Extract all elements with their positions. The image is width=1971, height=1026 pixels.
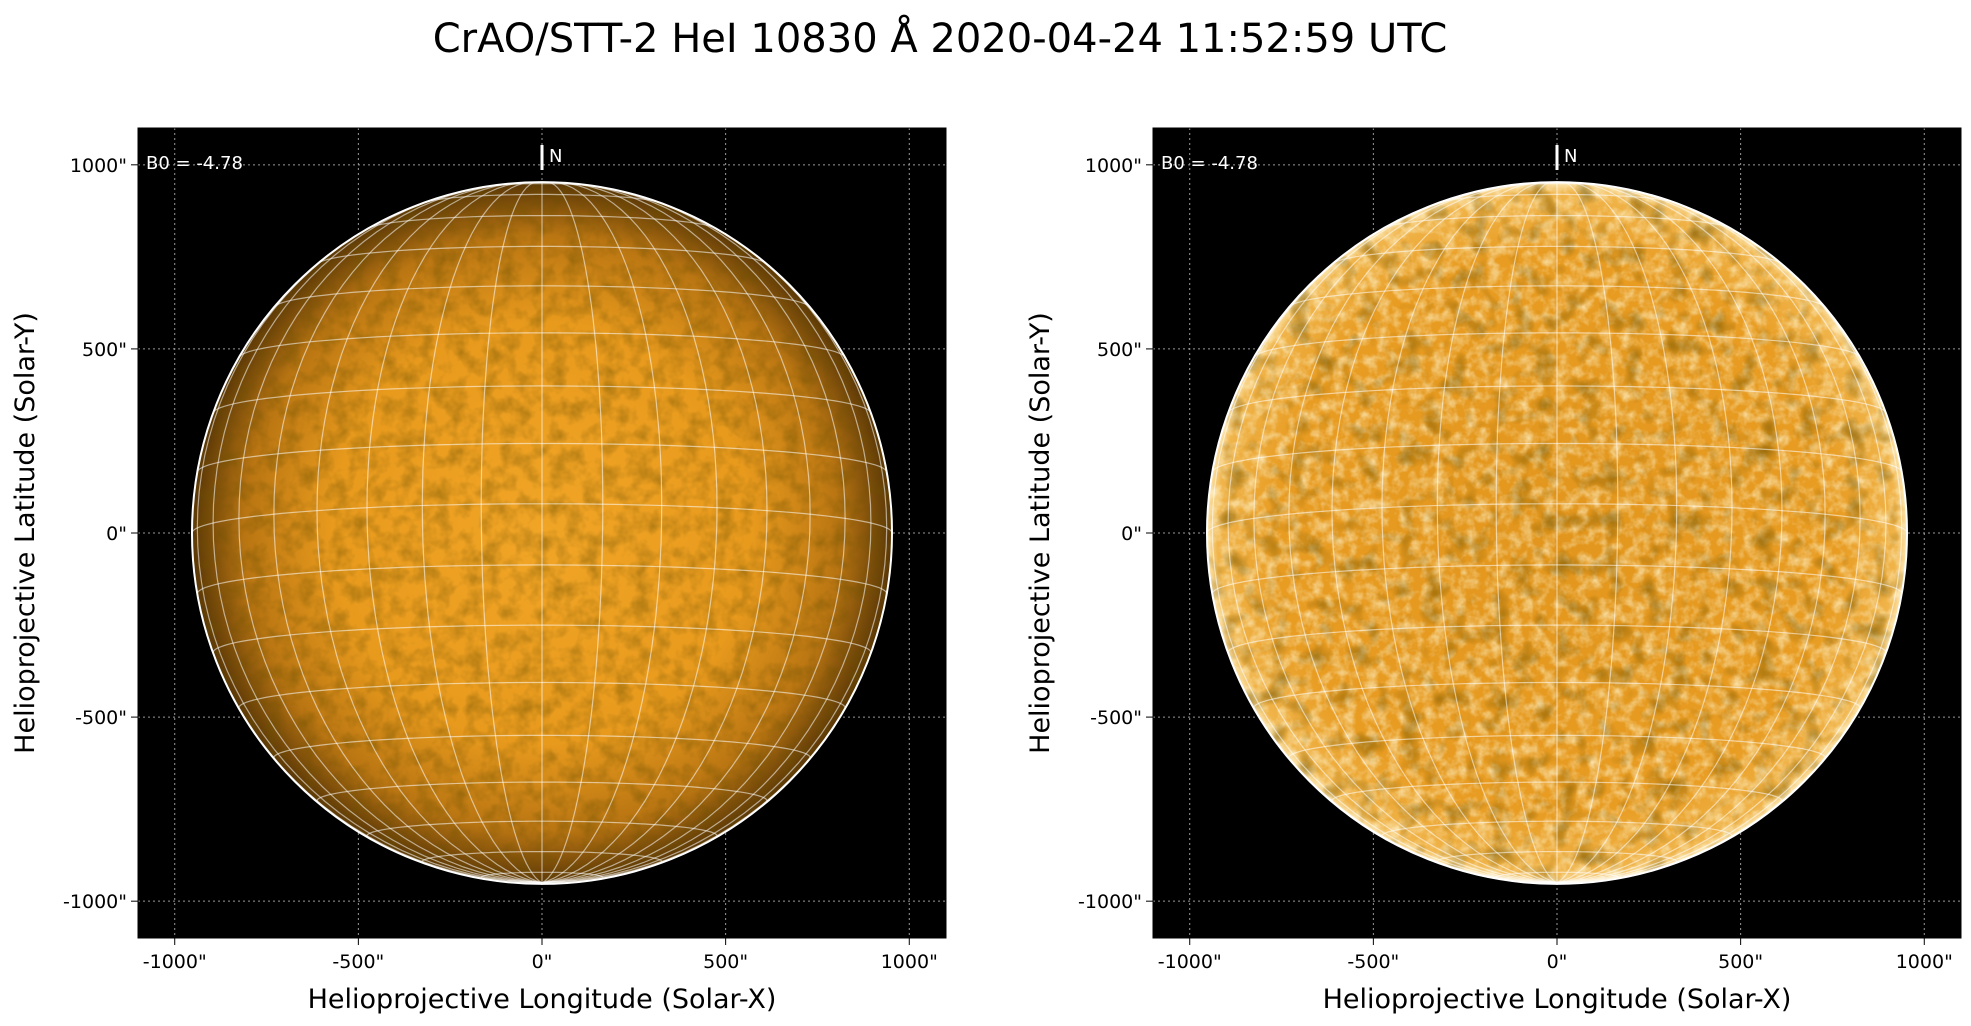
panel-right-y-tick-label-1: 500"	[1097, 339, 1142, 361]
panel-left-longitude-line	[238, 187, 543, 884]
panel-left-x-axis-label: Helioprojective Longitude (Solar-X)	[308, 984, 777, 1015]
panel-right-north-label: N	[1564, 146, 1577, 167]
panel-left-x-tick-label-3: 500"	[703, 951, 748, 973]
panel-right-y-tick-label-4: -1000"	[1078, 891, 1142, 913]
panel-left-longitude-line	[541, 184, 811, 884]
panel-right-longitude-line	[1556, 192, 1887, 884]
panel-left-y-tick-label-1: 500"	[82, 339, 127, 361]
panel-left-longitude-line	[541, 183, 768, 884]
panel-right-longitude-line	[1556, 181, 1678, 884]
panel-right-longitude-line	[1556, 184, 1826, 884]
panel-right-longitude-line	[1556, 183, 1783, 884]
panel-left-longitude-line	[541, 181, 663, 884]
panel-left-plot-area: N B0 = -4.78	[138, 128, 946, 938]
panel-left-limb	[190, 181, 894, 885]
panel-right-longitude-line	[1556, 182, 1733, 884]
panel-right-longitude-line	[1288, 184, 1558, 884]
panel-right-x-axis-label: Helioprojective Longitude (Solar-X)	[1323, 984, 1792, 1015]
panel-right-limb	[1205, 181, 1909, 885]
panel-left-longitude-line	[541, 218, 888, 884]
panel-right-longitude-line	[1556, 187, 1861, 884]
panel-left-longitude-line	[480, 181, 543, 884]
panel-left-longitude-line	[366, 182, 543, 884]
panel-right-x-tick-label-3: 500"	[1718, 951, 1763, 973]
panel-right-y-tick-label-0: 1000"	[1085, 155, 1142, 177]
panel-right-heliographic-grid	[1206, 181, 1908, 884]
panel-left-b0-label: B0 = -4.78	[146, 153, 243, 174]
panel-right-longitude-line	[1436, 181, 1558, 884]
panel-left-longitude-line	[541, 192, 872, 884]
panel-right-longitude-line	[1227, 192, 1558, 884]
panel-right-longitude-line	[1381, 182, 1558, 884]
panel-left-x-tick-label-2: 0"	[532, 951, 553, 973]
panel-right-plot-area: N B0 = -4.78	[1153, 128, 1961, 938]
panel-left-y-tick-label-3: -500"	[75, 707, 127, 729]
panel-left-longitude-line	[541, 181, 604, 884]
panel-left-y-tick-label-0: 1000"	[70, 155, 127, 177]
panel-left-longitude-line	[273, 184, 543, 884]
panel-left-longitude-line	[541, 187, 846, 884]
panel-right-longitude-line	[1331, 183, 1558, 884]
panel-left-x-tick-label-4: 1000"	[881, 951, 938, 973]
panel-right-x-tick-label-2: 0"	[1547, 951, 1568, 973]
panel-right-b0-label: B0 = -4.78	[1161, 153, 1258, 174]
panel-left-y-axis-label: Helioprojective Latitude (Solar-Y)	[10, 312, 41, 754]
panel-left-north-label: N	[549, 146, 562, 167]
panel-left-y-tick-label-4: -1000"	[63, 891, 127, 913]
panel-left-x-tick-label-1: -500"	[332, 951, 384, 973]
figure-title: CrAO/STT-2 HeI 10830 Å 2020-04-24 11:52:…	[433, 14, 1448, 62]
panel-right-y-tick-label-3: -500"	[1090, 707, 1142, 729]
panel-right-x-tick-label-0: -1000"	[1158, 951, 1222, 973]
panel-left-y-tick-label-2: 0"	[106, 523, 127, 545]
panel-left-longitude-line	[316, 183, 543, 884]
panel-right-longitude-line	[1211, 218, 1558, 884]
panel-left-x-tick-label-0: -1000"	[143, 951, 207, 973]
panel-right-longitude-line	[1556, 218, 1903, 884]
panel-right-x-tick-label-1: -500"	[1347, 951, 1399, 973]
left-panel: N B0 = -4.78 -1000" -500" 0" 500" 1000" 1000" 50…	[10, 127, 947, 1015]
panel-left-longitude-line	[421, 181, 543, 884]
panel-right-longitude-line	[1556, 181, 1619, 884]
panel-right-longitude-line	[1253, 187, 1558, 884]
panel-right-x-tick-label-4: 1000"	[1896, 951, 1953, 973]
panel-right-y-tick-label-2: 0"	[1121, 523, 1142, 545]
panel-left-longitude-line	[212, 192, 543, 884]
panel-left-longitude-line	[196, 218, 543, 884]
panel-right-longitude-line	[1495, 181, 1558, 884]
right-panel: N B0 = -4.78 -1000" -500" 0" 500" 1000" 1000" 50…	[1025, 127, 1962, 1015]
panel-left-longitude-line	[541, 182, 718, 884]
panel-right-y-axis-label: Helioprojective Latitude (Solar-Y)	[1025, 312, 1056, 754]
